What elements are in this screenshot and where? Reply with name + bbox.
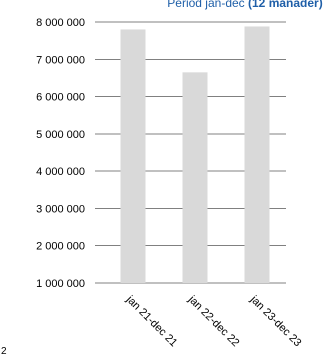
y-tick-label: 7 000 000 xyxy=(36,54,85,66)
x-axis-category-labels: jan 21-dec 21 jan 22-dec 22 jan 23-dec 23 xyxy=(123,293,303,349)
chart-title-bold: (12 månader) xyxy=(248,0,323,10)
y-axis-tick-labels: 1 000 000 2 000 000 3 000 000 4 000 000 5 00… xyxy=(36,17,85,290)
y-tick-label: 8 000 000 xyxy=(36,17,85,29)
y-tick-label: 2 000 000 xyxy=(36,241,85,253)
bars xyxy=(120,26,270,284)
x-category-label: jan 22-dec 22 xyxy=(185,293,241,349)
x-category-label: jan 23-dec 23 xyxy=(247,293,303,349)
chart-title: Period jan-dec (12 månader) xyxy=(167,0,322,10)
bar xyxy=(182,72,208,283)
bar xyxy=(244,26,270,284)
chart-title-plain: Period jan-dec xyxy=(167,0,244,10)
corner-mark: 2 xyxy=(1,346,7,357)
y-tick-label: 5 000 000 xyxy=(36,129,85,141)
y-tick-label: 4 000 000 xyxy=(36,166,85,178)
x-category-label: jan 21-dec 21 xyxy=(123,293,179,349)
y-tick-label: 3 000 000 xyxy=(36,203,85,215)
y-tick-label: 1 000 000 xyxy=(36,278,85,290)
bar xyxy=(120,29,146,284)
y-tick-label: 6 000 000 xyxy=(36,92,85,104)
